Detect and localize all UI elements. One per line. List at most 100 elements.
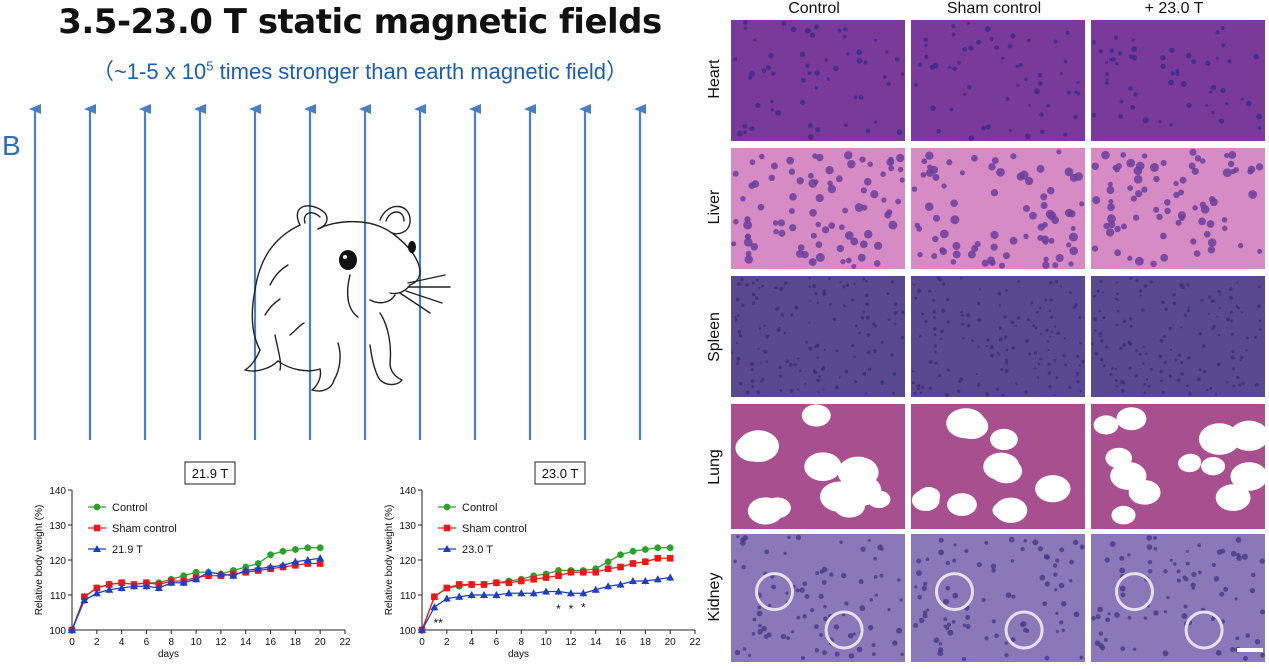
x-tick-label: 2 [444,637,450,648]
histology-texture [914,585,918,589]
histology-texture [1156,213,1163,221]
histology-texture [1102,316,1106,320]
y-tick-label: 140 [399,486,416,497]
data-point [467,591,476,598]
histology-texture [750,368,754,372]
histology-texture [1159,338,1164,343]
histology-texture [1178,189,1185,196]
histology-texture [788,208,795,215]
histology-texture [751,180,760,188]
histology-texture [892,391,896,395]
histology-texture [1143,616,1148,620]
histology-texture [816,301,820,305]
histology-texture [1003,315,1007,319]
histology-texture [1221,43,1226,48]
data-point [93,584,101,592]
histology-texture [951,620,956,624]
histology-texture [867,538,871,542]
histology-texture [823,604,827,609]
x-axis-label: days [158,649,179,660]
histology-texture [1199,158,1206,164]
histology-texture [1008,129,1012,133]
glomerulus [1184,610,1224,650]
histology-texture [734,318,738,322]
histology-texture [736,534,740,539]
histology-texture [1187,356,1191,360]
histology-texture [1168,79,1174,86]
histology-texture [742,535,748,541]
histology-texture [1213,576,1220,582]
histology-texture [1129,324,1133,328]
data-point [504,589,513,597]
histology-texture [844,370,849,374]
histology-texture [1108,198,1114,205]
histology-texture [1098,309,1101,313]
histology-texture [1210,84,1217,91]
histology-texture [1104,557,1110,563]
histology-texture [1130,195,1137,202]
data-point [279,547,287,555]
histology-texture [1162,334,1167,339]
histology-texture [1040,193,1048,201]
histology-texture [1217,333,1221,337]
histology-texture [749,126,755,132]
chart-title: 23.0 T [542,466,579,481]
histology-texture [1032,539,1039,546]
histology-texture [1226,317,1230,322]
histology-texture [996,351,999,354]
histology-texture [1098,332,1103,336]
histology-texture [1045,209,1055,219]
histology-panel: Control Sham control + 23.0 T [727,0,1269,669]
histology-texture [1234,597,1238,601]
histology-texture [1000,367,1004,371]
histology-texture [924,319,928,323]
histology-texture [1091,162,1099,171]
histology-texture [755,103,761,109]
histology-texture [1062,354,1066,358]
histology-texture [847,159,856,169]
histology-texture [886,158,895,167]
significance-marker: ** [433,616,443,630]
histology-texture [796,388,799,391]
histology-texture [1069,290,1073,294]
histology-texture [814,70,821,76]
histology-texture [735,341,738,345]
histology-texture [1212,324,1216,329]
histology-texture [1095,614,1101,620]
histology-texture [925,151,934,160]
histology-texture [741,564,746,570]
histology-texture [1230,647,1236,653]
histology-texture [1163,199,1171,206]
histology-row-heart: Heart [706,59,723,99]
histology-texture [812,153,818,159]
histology-texture [1049,335,1052,338]
data-point [229,571,238,579]
body-weight-chart-23-0T: 23.0 T 100 110 120 130 140 0 2 4 6 8 10 12 14 16 18 20 22… [384,461,701,660]
histology-texture [829,572,834,577]
significance-marker: * [569,602,574,616]
histology-texture [1208,196,1216,203]
glomerulus [824,610,864,650]
histology-texture [1222,225,1228,232]
histology-texture [894,322,897,326]
histology-texture [1034,88,1040,95]
histology-texture [1132,647,1137,651]
histology-image [731,276,905,397]
histology-texture [888,220,898,230]
histology-texture [1039,574,1046,581]
histology-texture [1206,220,1215,228]
histology-texture [737,330,742,334]
histology-texture [1005,592,1012,598]
histology-texture [939,338,943,341]
histology-texture [1230,550,1237,557]
histology-texture [895,57,900,62]
histology-texture [761,625,767,632]
histology-texture [1169,47,1175,54]
histology-texture [1106,186,1115,194]
data-point [492,591,501,598]
histology-texture [1079,390,1082,393]
histology-texture [787,535,791,540]
histology-texture [1001,56,1005,60]
histology-texture [1170,71,1175,76]
histology-texture [749,159,756,166]
